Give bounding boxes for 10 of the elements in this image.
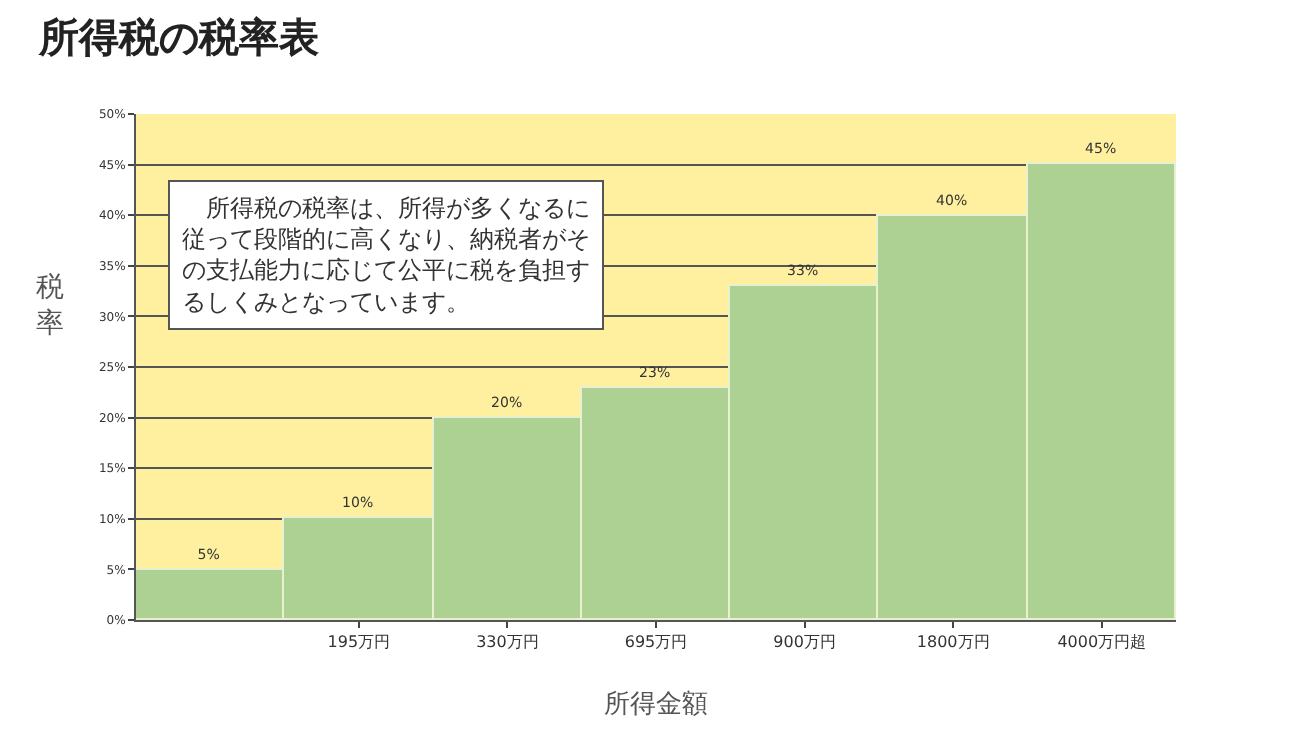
annotation: 所得税の税率は、所得が多くなるに従って段階的に高くなり、納税者がその支払能力に応じて公平に税を負担するしくみとなっています。	[182, 194, 590, 316]
x-tick-label: 900万円	[773, 633, 836, 652]
x-tick-label: 195万円	[327, 633, 391, 652]
x-tick-label: 4000万円超	[1057, 633, 1147, 652]
chart-title: 所得税の税率表	[37, 12, 319, 61]
y-axis-title: 税率	[36, 272, 64, 341]
x-tick-label: 330万円	[476, 633, 539, 652]
x-tick-label: 695万円	[624, 633, 688, 652]
x-tick-label: 1800万円	[916, 633, 990, 652]
x-axis-title: 所得金額	[604, 690, 708, 721]
